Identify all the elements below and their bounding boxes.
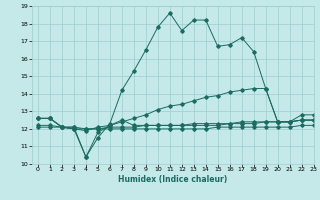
X-axis label: Humidex (Indice chaleur): Humidex (Indice chaleur)	[118, 175, 228, 184]
